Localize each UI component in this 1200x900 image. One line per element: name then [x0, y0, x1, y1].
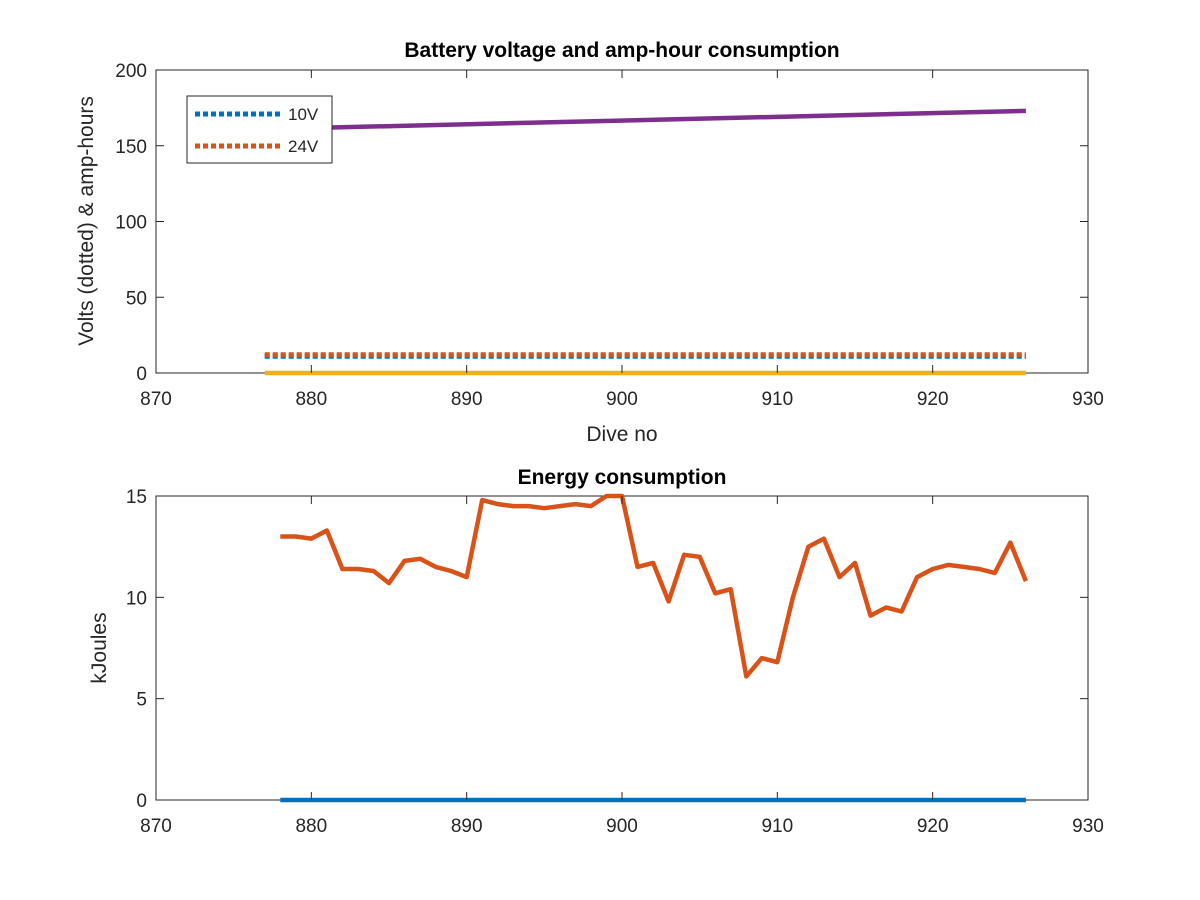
x-axis-label: Dive no — [586, 423, 657, 446]
y-tick-label: 150 — [115, 137, 147, 158]
plot-area — [155, 495, 1089, 801]
x-tick-label: 920 — [917, 389, 949, 410]
voltage-amp-hour-subplot: 870 880 890 900 910 920 930 0 50 100 150 200 Batter… — [75, 39, 1104, 446]
axis-ticks: 870 880 890 900 910 920 930 0 5 10 15 — [126, 487, 1104, 837]
x-tick-label: 910 — [761, 816, 793, 837]
y-tick-label: 100 — [115, 213, 147, 234]
x-tick-label: 880 — [295, 389, 327, 410]
x-tick-label: 870 — [140, 816, 172, 837]
series-line-line-1 — [280, 493, 1028, 679]
energy-consumption-subplot: 870 880 890 900 910 920 930 0 5 10 15 Energy consu… — [88, 466, 1104, 837]
y-axis-label: Volts (dotted) & amp-hours — [75, 96, 98, 346]
x-tick-label: 910 — [761, 389, 793, 410]
legend-label-24v: 24V — [288, 137, 319, 156]
y-tick-label: 0 — [136, 364, 147, 385]
x-tick-label: 890 — [451, 816, 483, 837]
chart-title: Energy consumption — [518, 466, 727, 489]
axis-ticks: 870 880 890 900 910 920 930 0 50 100 150 200 — [115, 61, 1104, 410]
x-tick-label: 930 — [1072, 816, 1104, 837]
x-tick-label: 930 — [1072, 389, 1104, 410]
y-tick-label: 200 — [115, 61, 147, 82]
series-line-line-3 — [264, 108, 1026, 132]
legend-label-10v: 10V — [288, 105, 319, 124]
x-tick-label: 900 — [606, 816, 638, 837]
legend-box — [186, 95, 333, 164]
y-tick-label: 15 — [126, 487, 147, 508]
legend: 10V 24V — [186, 95, 333, 164]
x-tick-label: 900 — [606, 389, 638, 410]
chart-title: Battery voltage and amp-hour consumption — [404, 39, 839, 62]
y-axis-label: kJoules — [88, 612, 111, 683]
x-tick-label: 890 — [451, 389, 483, 410]
y-tick-label: 10 — [126, 588, 147, 609]
x-tick-label: 880 — [295, 816, 327, 837]
series-group — [280, 493, 1028, 803]
y-tick-label: 0 — [136, 791, 147, 812]
y-tick-label: 5 — [136, 690, 147, 711]
y-tick-label: 50 — [126, 288, 147, 309]
x-tick-label: 870 — [140, 389, 172, 410]
x-tick-label: 920 — [917, 816, 949, 837]
series-group — [264, 108, 1026, 376]
